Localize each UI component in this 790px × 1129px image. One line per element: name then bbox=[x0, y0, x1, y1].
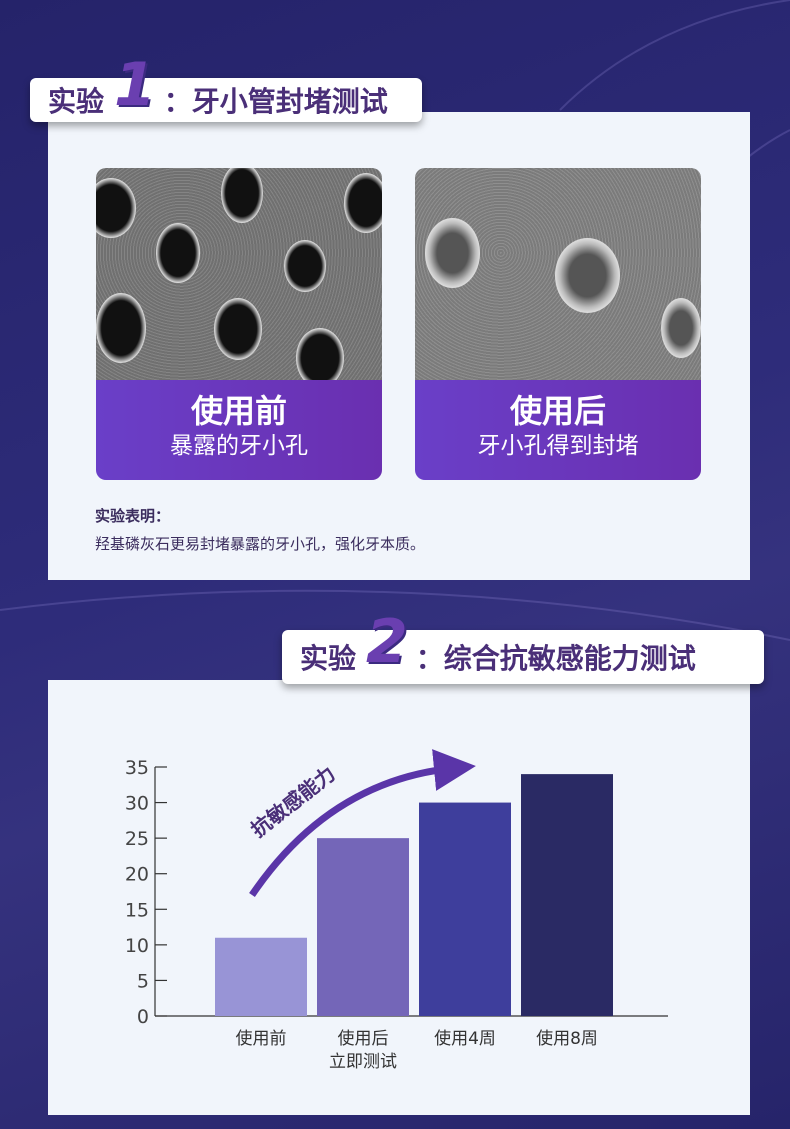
y-tick-label: 20 bbox=[125, 864, 149, 886]
before-title: 使用前 bbox=[190, 392, 287, 430]
before-micrograph bbox=[96, 168, 382, 380]
chart-annotation: 抗敏感能力 bbox=[246, 761, 340, 841]
experiment-label: 实验 bbox=[48, 85, 105, 118]
conclusion-text: 羟基磷灰石更易封堵暴露的牙小孔，强化牙本质。 bbox=[95, 535, 426, 553]
experiment2-title-tag: 实验 2 ：综合抗敏感能力测试 bbox=[282, 612, 764, 684]
trend-arrow bbox=[249, 749, 476, 897]
x-tick-label: 使用后 bbox=[338, 1028, 389, 1049]
after-micrograph bbox=[415, 168, 701, 380]
experiment-label: 实验 bbox=[300, 642, 357, 675]
after-caption: 使用后 牙小孔得到封堵 bbox=[415, 380, 701, 480]
experiment-number: 1 bbox=[114, 50, 156, 120]
experiment-number: 2 bbox=[366, 607, 408, 677]
before-caption: 使用前 暴露的牙小孔 bbox=[96, 380, 382, 480]
y-tick-label: 5 bbox=[137, 970, 149, 992]
experiment-title: ：综合抗敏感能力测试 bbox=[415, 642, 696, 675]
experiment1-title-tag: 实验 1 ：牙小管封堵测试 bbox=[30, 55, 422, 122]
y-tick-label: 35 bbox=[125, 757, 149, 779]
x-tick-label: 立即测试 bbox=[329, 1052, 397, 1072]
background-swoosh bbox=[0, 589, 790, 641]
background-swoosh bbox=[559, 0, 790, 111]
bar bbox=[419, 802, 511, 1016]
before-subtitle: 暴露的牙小孔 bbox=[170, 433, 308, 459]
after-subtitle: 牙小孔得到封堵 bbox=[477, 433, 639, 459]
y-tick-label: 30 bbox=[125, 793, 149, 815]
conclusion-label: 实验表明： bbox=[95, 507, 171, 525]
x-tick-label: 使用4周 bbox=[434, 1028, 496, 1049]
before-image-card: 使用前 暴露的牙小孔 bbox=[96, 168, 382, 480]
x-tick-label: 使用8周 bbox=[536, 1028, 598, 1049]
y-tick-label: 25 bbox=[125, 828, 149, 850]
bar bbox=[215, 937, 307, 1016]
bar bbox=[317, 838, 409, 1016]
experiment-title: ：牙小管封堵测试 bbox=[163, 85, 388, 118]
after-title: 使用后 bbox=[509, 392, 606, 430]
y-tick-label: 0 bbox=[137, 1006, 149, 1028]
x-tick-label: 使用前 bbox=[236, 1028, 287, 1049]
bar bbox=[521, 774, 613, 1016]
y-tick-label: 10 bbox=[125, 935, 149, 957]
y-tick-label: 15 bbox=[125, 899, 149, 921]
after-image-card: 使用后 牙小孔得到封堵 bbox=[415, 168, 701, 480]
